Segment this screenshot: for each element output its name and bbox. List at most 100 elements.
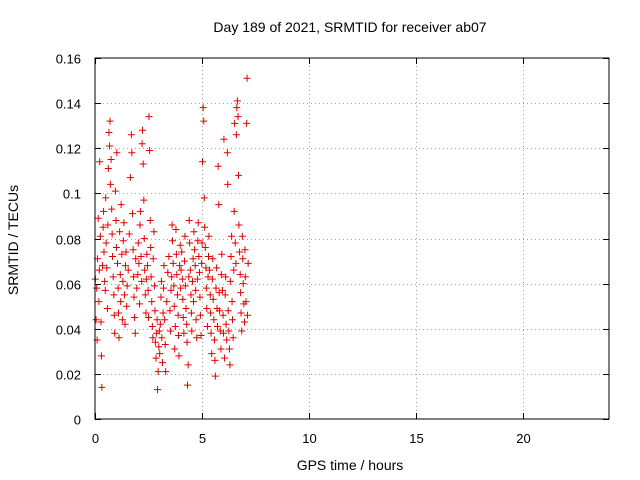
data-point [138, 140, 146, 148]
data-point [135, 259, 143, 267]
data-point [201, 244, 209, 252]
data-point [100, 248, 108, 256]
data-point [118, 316, 126, 324]
data-point [183, 338, 191, 346]
data-point [151, 282, 159, 290]
y-tick-labels: 0 0.02 0.04 0.06 0.08 0.1 0.12 0.14 0.16 [56, 52, 81, 428]
data-point [169, 259, 177, 267]
data-point [194, 237, 202, 245]
data-point [164, 268, 172, 276]
data-point [160, 284, 168, 292]
data-point [177, 284, 185, 292]
data-point [124, 266, 132, 274]
data-point [182, 304, 190, 312]
data-point [233, 97, 241, 105]
data-point [167, 286, 175, 294]
data-point [104, 221, 112, 229]
data-point [147, 244, 155, 252]
data-point [128, 149, 136, 157]
data-point [127, 131, 135, 139]
data-point [113, 259, 121, 267]
data-point [95, 266, 103, 274]
data-point [136, 207, 144, 215]
data-point [211, 336, 219, 344]
y-tick-label: 0.12 [56, 142, 81, 157]
data-point [149, 255, 157, 263]
data-point [202, 284, 210, 292]
data-point [187, 309, 195, 317]
data-point [218, 286, 226, 294]
data-point [110, 291, 118, 299]
data-point [232, 259, 240, 267]
data-point [98, 262, 106, 270]
data-point [181, 282, 189, 290]
data-point [226, 361, 234, 369]
data-point [106, 142, 114, 150]
data-point [188, 277, 196, 285]
data-point [203, 322, 211, 330]
data-point [229, 334, 237, 342]
data-point [148, 298, 156, 306]
data-point [120, 219, 128, 227]
data-point [232, 131, 240, 139]
data-point [99, 223, 107, 231]
data-point [192, 286, 200, 294]
data-point [234, 113, 242, 121]
data-point [184, 381, 192, 389]
data-point [171, 322, 179, 330]
data-point [156, 350, 164, 358]
data-point [241, 246, 249, 254]
data-point [216, 307, 224, 315]
data-point [237, 309, 245, 317]
data-point [139, 160, 147, 168]
data-point [116, 271, 124, 279]
data-point [191, 262, 199, 270]
data-point [179, 313, 187, 321]
data-point [226, 277, 234, 285]
data-point [199, 104, 207, 112]
data-point [131, 313, 139, 321]
data-point [158, 334, 166, 342]
data-point [173, 291, 181, 299]
data-point [202, 264, 210, 272]
data-point [137, 253, 145, 261]
data-point [112, 216, 120, 224]
data-point [163, 298, 171, 306]
data-point [205, 253, 213, 261]
data-point [130, 293, 138, 301]
data-point [106, 117, 114, 125]
data-point [146, 147, 154, 155]
data-point [209, 295, 217, 303]
data-point [157, 277, 165, 285]
data-point [231, 239, 239, 247]
data-point [136, 300, 144, 308]
data-point [101, 277, 109, 285]
data-point [100, 207, 108, 215]
x-tick-label: 0 [92, 431, 99, 446]
data-point [125, 230, 133, 238]
data-point [123, 302, 131, 310]
data-point [236, 271, 244, 279]
data-point [193, 275, 201, 283]
data-point [147, 273, 155, 281]
data-point [126, 174, 134, 182]
data-point [145, 113, 153, 121]
data-point [141, 266, 149, 274]
data-point [109, 273, 117, 281]
data-point [224, 180, 232, 188]
data-point [119, 237, 127, 245]
data-point [115, 334, 123, 342]
data-point [214, 162, 222, 170]
data-point [200, 117, 208, 125]
data-point [228, 316, 236, 324]
data-point [240, 318, 248, 326]
chart-title: Day 189 of 2021, SRMTID for receiver ab0… [213, 19, 486, 35]
data-point [161, 316, 169, 324]
data-point [107, 156, 115, 164]
data-point [220, 329, 227, 337]
data-point [223, 149, 231, 157]
data-point [103, 264, 111, 272]
data-point [243, 74, 251, 82]
data-point [131, 329, 139, 337]
data-point [196, 311, 204, 319]
